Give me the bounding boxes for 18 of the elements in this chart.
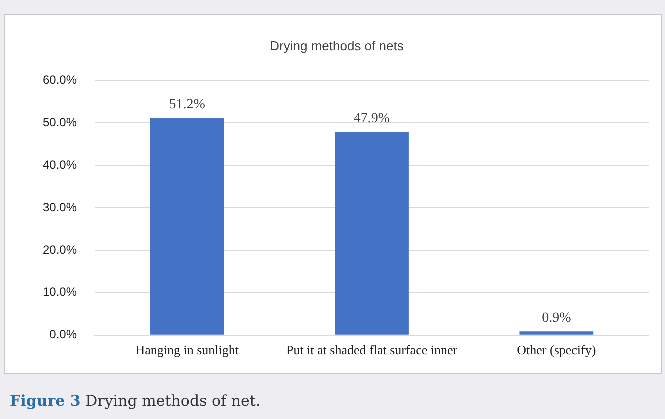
y-tick-label: 10.0%: [42, 285, 78, 300]
y-tick-label: 50.0%: [42, 115, 78, 130]
x-tick-label: Other (specify): [517, 342, 596, 358]
y-tick-label: 20.0%: [42, 242, 78, 257]
y-tick-label: 30.0%: [42, 200, 78, 214]
x-tick-label: Put it at shaded flat surface inner: [286, 342, 458, 358]
y-tick-label: 60.0%: [42, 72, 78, 87]
data-label: 0.9%: [542, 311, 572, 326]
data-label: 51.2%: [169, 98, 206, 113]
bar: [150, 118, 224, 335]
y-tick-label: 40.0%: [42, 158, 78, 172]
bar: [520, 332, 594, 335]
chart-title: Drying methods of nets: [270, 38, 404, 54]
y-tick-label: 0.0%: [50, 328, 78, 342]
bar: [335, 132, 409, 335]
data-label: 47.9%: [354, 112, 390, 127]
caption: Figure 3 Drying methods of net.: [10, 392, 261, 410]
x-tick-label: Hanging in sunlight: [136, 342, 240, 358]
